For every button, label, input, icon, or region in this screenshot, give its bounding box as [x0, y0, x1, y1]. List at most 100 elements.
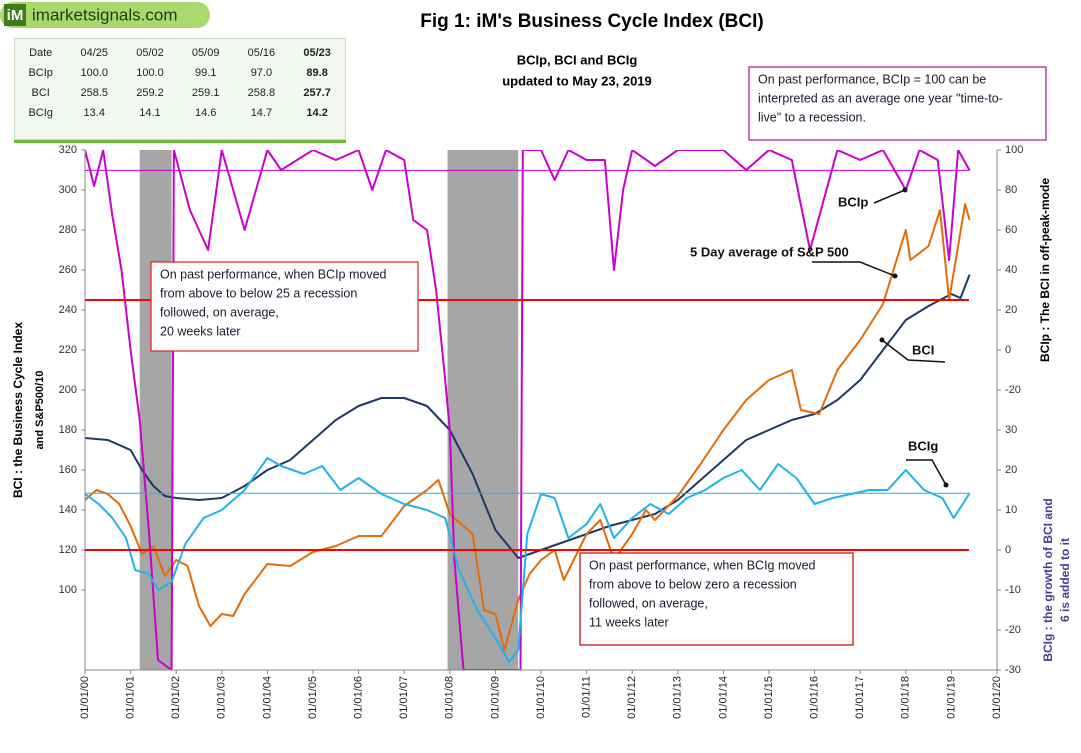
label-arrow — [881, 339, 946, 363]
logo-background — [0, 2, 210, 28]
table-cell: 05/02 — [136, 47, 164, 59]
annotation-text: from above to below zero a recession — [589, 577, 797, 591]
chart-title: Fig 1: iM's Business Cycle Index (BCI) — [420, 11, 763, 32]
y3-axis-label: 6 is added to it — [1058, 538, 1072, 622]
y-tick-label: 260 — [59, 264, 77, 276]
y-tick-label: 140 — [59, 504, 77, 516]
y-tick-label: 280 — [59, 224, 77, 236]
x-tick-label: 01/01/11 — [581, 676, 593, 718]
y2-tick-label: 20 — [1005, 304, 1017, 316]
y-tick-label: 100 — [59, 584, 77, 596]
annotation-box — [748, 66, 1047, 141]
arrow-head — [879, 337, 885, 343]
table-cell: 05/16 — [247, 47, 276, 59]
x-tick-label: 01/01/07 — [398, 676, 410, 719]
annotation-box — [150, 261, 419, 352]
y3-tick-label: 30 — [1005, 424, 1017, 436]
y-axis-label: and S&P500/10 — [34, 371, 46, 450]
x-tick-label: 01/01/13 — [672, 676, 684, 719]
series-label: 5 Day average of S&P 500 — [690, 244, 849, 259]
x-tick-label: 01/01/00 — [79, 676, 91, 719]
y-tick-label: 300 — [59, 184, 77, 196]
chart-subtitle: BCIp, BCI and BCIg — [517, 52, 638, 67]
annotation-text: interpreted as an average one year "time… — [758, 91, 1003, 105]
x-tick-label: 01/01/14 — [717, 676, 729, 719]
x-tick-label: 01/01/06 — [353, 676, 365, 719]
annotation-text: On past performance, when BCIp moved — [160, 267, 387, 281]
table-cell: BCIg — [28, 107, 53, 119]
annotation-text: 11 weeks later — [589, 615, 669, 629]
table: Date 04/25 05/02 05/09 05/16 05/23 BCIp 100.0 10… — [15, 43, 345, 123]
y2-tick-label: -20 — [1005, 384, 1021, 396]
recession-band — [139, 150, 172, 670]
table-cell: 99.1 — [194, 67, 217, 79]
series-label: BCIp — [838, 194, 868, 209]
x-tick-label: 01/01/20 — [991, 676, 1003, 719]
series-line — [85, 150, 971, 670]
table-cell: 05/23 — [303, 47, 331, 59]
y-tick-label: 160 — [59, 464, 77, 476]
x-tick-label: 01/01/02 — [170, 676, 182, 719]
plot-area — [85, 150, 971, 670]
y-tick-label: 200 — [59, 384, 77, 396]
table-row: BCIg 13.4 14.1 14.6 14.7 14.2 — [15, 103, 345, 123]
arrow-head — [943, 482, 949, 488]
recession-band — [447, 150, 519, 670]
annotation-text: On past performance, BCIp = 100 can be — [758, 72, 986, 86]
table-cell: 13.4 — [83, 107, 105, 119]
arrow-head — [892, 273, 898, 279]
label-arrow — [873, 189, 906, 204]
y-tick-label: 320 — [59, 144, 77, 156]
x-tick-label: 01/01/18 — [900, 676, 912, 719]
y2-tick-label: 40 — [1005, 264, 1017, 276]
y2-tick-label: 0 — [1005, 344, 1011, 356]
table-cell: 100.0 — [136, 67, 164, 79]
x-tick-label: 01/01/04 — [261, 676, 273, 719]
y-tick-label: 180 — [59, 424, 77, 436]
table-cell: 14.6 — [194, 107, 217, 119]
annotation-text: followed, on average, — [589, 596, 708, 610]
y2-tick-label: 100 — [1005, 144, 1023, 156]
logo-badge — [4, 4, 26, 26]
summary-table: Date 04/25 05/02 05/09 05/16 05/23 BCIp 100.0 10… — [14, 38, 346, 140]
label-arrow — [906, 459, 947, 486]
table-cell: 97.0 — [250, 67, 273, 79]
table-row: BCI 258.5 259.2 259.1 258.8 257.7 — [15, 83, 345, 103]
table-cell: BCIp — [28, 67, 53, 79]
series-line — [85, 203, 971, 651]
y-tick-label: 120 — [59, 544, 77, 556]
y2-axis-label: BCIp : The BCI in off-peak-mode — [1038, 178, 1052, 362]
table-row: BCIp 100.0 100.0 99.1 97.0 89.8 — [15, 63, 345, 83]
x-tick-label: 01/01/08 — [444, 676, 456, 719]
series-label: BCIg — [908, 438, 938, 453]
x-tick-label: 01/01/01 — [125, 676, 137, 719]
chart-subtitle: updated to May 23, 2019 — [502, 73, 652, 88]
x-tick-label: 01/01/17 — [854, 676, 866, 719]
label-arrow — [812, 261, 896, 277]
x-tick-label: 01/01/12 — [626, 676, 638, 719]
y3-tick-label: 10 — [1005, 504, 1017, 516]
y3-tick-label: -20 — [1005, 624, 1021, 636]
table-cell: 259.2 — [136, 87, 164, 99]
table-cell: 14.2 — [306, 107, 328, 119]
x-tick-label: 01/01/19 — [945, 676, 957, 719]
x-tick-label: 01/01/03 — [216, 676, 228, 719]
y2-tick-label: 60 — [1005, 224, 1017, 236]
table-cell: 89.8 — [306, 67, 328, 79]
series-line — [85, 274, 971, 559]
y3-tick-label: -30 — [1005, 664, 1021, 676]
x-tick-label: 01/01/15 — [763, 676, 775, 719]
annotation-box — [579, 552, 854, 646]
table-cell: 259.1 — [191, 87, 220, 99]
table-cell: 258.8 — [247, 87, 276, 99]
annotation-text: followed, on average, — [160, 305, 279, 319]
x-tick-label: 01/01/05 — [307, 676, 319, 719]
arrow-head — [902, 187, 908, 193]
y-tick-label: 240 — [59, 304, 77, 316]
table-row: Date 04/25 05/02 05/09 05/16 05/23 — [15, 43, 345, 63]
table-cell: 05/09 — [191, 47, 220, 59]
logo-icon: iM — [7, 7, 24, 24]
table-cell: 257.7 — [303, 87, 331, 99]
